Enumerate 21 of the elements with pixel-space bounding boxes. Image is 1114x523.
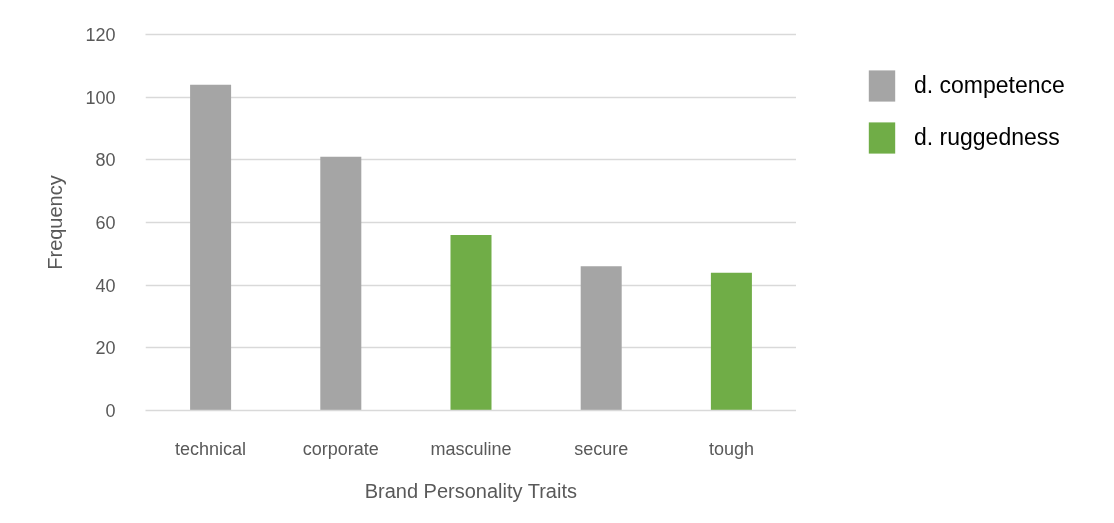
y-tick-label: 40 xyxy=(95,275,116,296)
y-tick-label: 60 xyxy=(95,213,116,233)
bar xyxy=(580,266,622,411)
y-tick-label: 20 xyxy=(95,338,116,359)
y-tick-label: 100 xyxy=(85,87,116,108)
legend-label: d. ruggedness xyxy=(914,124,1060,151)
bar xyxy=(710,272,752,411)
x-axis-title: Brand Personality Traits xyxy=(364,479,577,502)
bar xyxy=(320,156,362,411)
bar xyxy=(450,235,492,411)
legend-label: d. competence xyxy=(914,72,1065,99)
x-tick-label: corporate xyxy=(302,438,379,459)
x-tick-label: technical xyxy=(175,438,247,459)
x-tick-label: secure xyxy=(574,438,629,459)
x-tick-label: tough xyxy=(708,438,754,459)
y-tick-label: 0 xyxy=(105,401,116,421)
y-tick-label: 80 xyxy=(95,150,116,171)
x-tick-label: masculine xyxy=(430,438,512,459)
bar xyxy=(190,84,232,411)
y-axis-title: Frequency xyxy=(44,175,67,270)
y-tick-label: 120 xyxy=(85,25,116,45)
